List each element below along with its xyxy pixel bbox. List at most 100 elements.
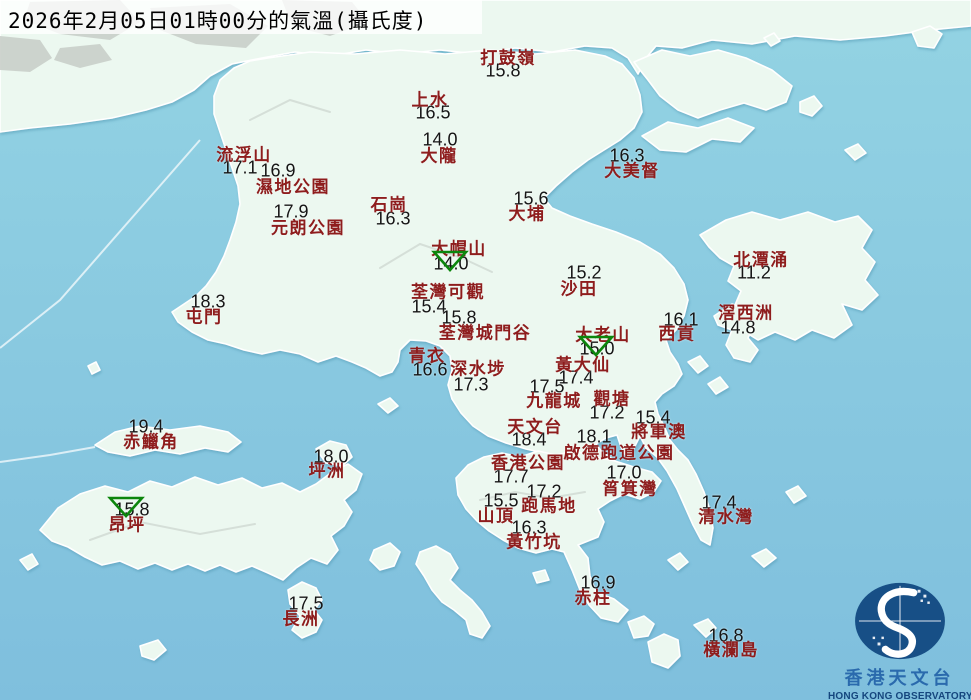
map-title: 2026年2月05日01時00分的氣溫(攝氏度) bbox=[8, 9, 428, 33]
station-temperature-value: 17.9 bbox=[273, 201, 309, 222]
station-temperature-value: 17.5 bbox=[529, 376, 565, 397]
station-name-label: 屯門 bbox=[185, 307, 223, 327]
hko-logo: 香港天文台 HONG KONG OBSERVATORY bbox=[828, 580, 971, 700]
station-name-label: 流浮山 bbox=[216, 145, 272, 165]
station-temperature-value: 18.4 bbox=[511, 429, 547, 450]
land-ridge-islands bbox=[641, 117, 755, 153]
station-temperature-value: 17.2 bbox=[526, 481, 562, 502]
hko-logo-name-chinese: 香港天文台 bbox=[844, 668, 955, 688]
islet-south-1 bbox=[532, 569, 550, 584]
islet-mirs-bay-3 bbox=[763, 32, 781, 47]
islet-mirs-bay-4 bbox=[844, 143, 867, 161]
station-temperature-value: 16.3 bbox=[375, 208, 411, 229]
station-temperature-value: 15.2 bbox=[566, 262, 602, 283]
station-name-label: 筲箕灣 bbox=[602, 479, 658, 499]
station-name-label: 大美督 bbox=[604, 161, 660, 181]
station-name-label: 荃灣城門谷 bbox=[438, 323, 532, 343]
station-temperature-value: 17.7 bbox=[493, 466, 529, 487]
station-temperature-value: 14.8 bbox=[720, 317, 756, 338]
station-name-label: 香港公園 bbox=[491, 453, 565, 473]
station-name-label: 濕地公園 bbox=[256, 177, 330, 197]
station-temperature-value: 19.4 bbox=[128, 416, 164, 437]
station-temperature-value: 17.0 bbox=[606, 462, 642, 483]
land-airport bbox=[94, 425, 242, 457]
station-temperature-value: 15.4 bbox=[411, 296, 447, 317]
station-name-label: 滘西洲 bbox=[718, 303, 774, 323]
station-temperature-value: 15.8 bbox=[485, 60, 521, 81]
islet-port-shelter-2 bbox=[707, 376, 729, 395]
green-triangle-marker-icon bbox=[431, 250, 469, 272]
title-band bbox=[0, 0, 482, 34]
station-temperature-value: 16.8 bbox=[708, 625, 744, 646]
station-temperature-value: 15.8 bbox=[441, 307, 477, 328]
station-temperature-value: 18.3 bbox=[190, 291, 226, 312]
station-temperature-value: 17.5 bbox=[288, 593, 324, 614]
islet-ma-wan bbox=[377, 397, 399, 414]
islet-shek-kwu-chau bbox=[369, 542, 401, 571]
station-name-label: 長洲 bbox=[282, 609, 320, 629]
station-name-label: 啟德跑道公園 bbox=[563, 443, 675, 463]
green-triangle-marker-icon bbox=[577, 335, 615, 357]
islet-soko bbox=[139, 639, 167, 661]
station-temperature-value: 16.1 bbox=[663, 309, 699, 330]
station-name-label: 青衣 bbox=[408, 346, 446, 366]
station-temperature-value: 17.3 bbox=[453, 374, 489, 395]
station-temperature-value: 16.9 bbox=[580, 572, 616, 593]
islet-west-2 bbox=[19, 553, 39, 571]
station-name-label: 將軍澳 bbox=[631, 422, 687, 442]
islet-po-toi-3 bbox=[693, 618, 717, 638]
station-name-label: 上水 bbox=[411, 90, 449, 110]
station-temperature-value: 18.0 bbox=[313, 446, 349, 467]
station-temperature-value: 16.6 bbox=[412, 359, 448, 380]
station-name-label: 赤鱲角 bbox=[123, 432, 179, 452]
station-temperature-value: 17.4 bbox=[558, 367, 594, 388]
island-peng-chau bbox=[315, 440, 353, 467]
station-name-label: 黃竹坑 bbox=[506, 532, 562, 552]
islet-mirs-bay-1 bbox=[911, 25, 943, 49]
station-temperature-value: 17.2 bbox=[589, 402, 625, 423]
station-name-label: 跑馬地 bbox=[521, 496, 577, 516]
islet-port-shelter-1 bbox=[687, 355, 709, 374]
islet-west-1 bbox=[87, 361, 101, 375]
land-plover-cove bbox=[633, 49, 793, 119]
hko-emblem-icon bbox=[854, 582, 945, 660]
islet-cwb-east-1 bbox=[785, 485, 807, 504]
islet-mirs-bay-2 bbox=[799, 95, 823, 117]
island-kau-sai-chau bbox=[713, 303, 759, 363]
station-name-label: 黃大仙 bbox=[555, 355, 611, 375]
islet-po-toi-1 bbox=[627, 615, 655, 639]
station-name-label: 荃灣可觀 bbox=[411, 282, 485, 302]
land-new-territories bbox=[171, 49, 714, 546]
station-temperature-value: 16.3 bbox=[609, 145, 645, 166]
station-temperature-value: 17.1 bbox=[222, 157, 258, 178]
station-temperature-value: 15.5 bbox=[483, 490, 519, 511]
station-name-label: 橫瀾島 bbox=[703, 640, 759, 660]
station-name-label: 昂坪 bbox=[108, 515, 146, 535]
station-name-label: 赤柱 bbox=[574, 588, 612, 608]
station-name-label: 打鼓嶺 bbox=[480, 48, 536, 68]
station-name-label: 沙田 bbox=[560, 279, 598, 299]
station-name-label: 山頂 bbox=[477, 506, 515, 526]
station-name-label: 觀塘 bbox=[593, 389, 631, 409]
station-temperature-value: 16.3 bbox=[511, 517, 547, 538]
hko-logo-name-english: HONG KONG OBSERVATORY bbox=[828, 691, 971, 700]
station-name-label: 大埔 bbox=[508, 204, 546, 224]
land-lantau bbox=[39, 463, 363, 581]
islet-cwb-east-2 bbox=[751, 548, 777, 568]
station-name-label: 大帽山 bbox=[431, 239, 487, 259]
station-name-label: 坪洲 bbox=[308, 461, 346, 481]
islet-po-toi-2 bbox=[647, 633, 681, 669]
station-name-label: 北潭涌 bbox=[733, 250, 789, 270]
station-temperature-value: 17.4 bbox=[701, 492, 737, 513]
island-cheung-chau bbox=[287, 581, 323, 639]
station-name-label: 元朗公園 bbox=[271, 218, 345, 238]
station-temperature-value: 16.9 bbox=[260, 160, 296, 181]
station-temperature-value: 15.4 bbox=[635, 407, 671, 428]
station-name-label: 大隴 bbox=[420, 146, 458, 166]
station-name-label: 西貢 bbox=[658, 324, 696, 344]
green-triangle-marker-icon bbox=[107, 496, 145, 518]
station-name-label: 清水灣 bbox=[698, 507, 754, 527]
